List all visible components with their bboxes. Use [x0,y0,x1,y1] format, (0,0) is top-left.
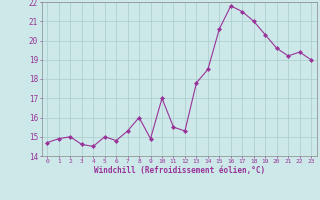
X-axis label: Windchill (Refroidissement éolien,°C): Windchill (Refroidissement éolien,°C) [94,166,265,175]
